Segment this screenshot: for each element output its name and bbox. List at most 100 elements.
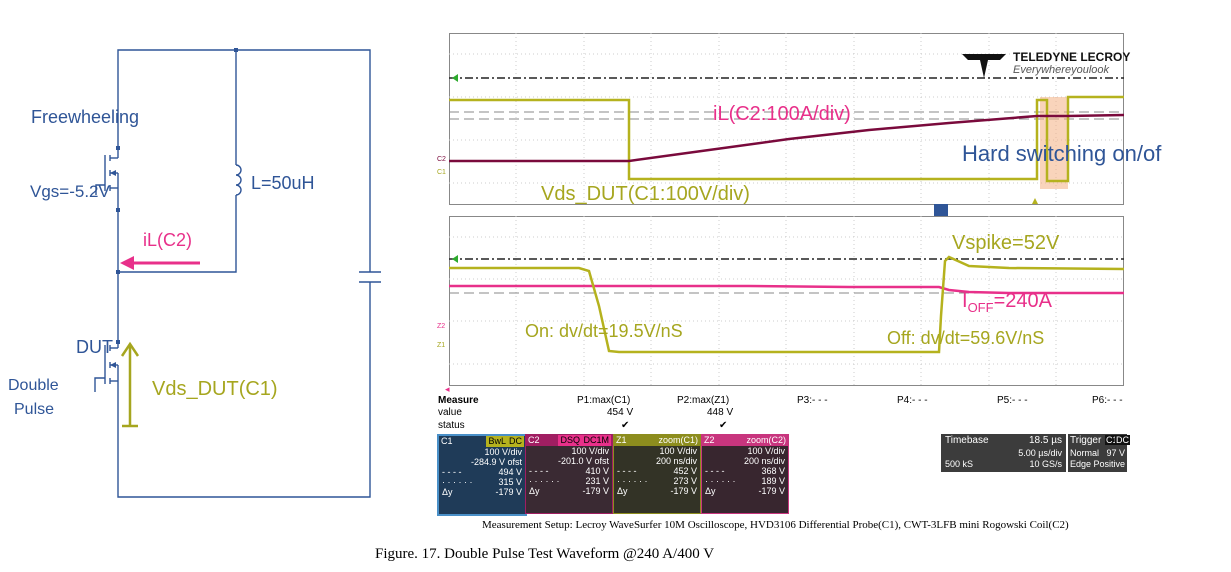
row-label: - - - - (617, 466, 637, 476)
vds-dut-label: Vds_DUT(C1) (152, 378, 278, 400)
measure-col-p5: P5:- - - (997, 395, 1028, 406)
measure-col-p2: P2:max(Z1) (677, 395, 730, 406)
measure-col-p4: P4:- - - (897, 395, 928, 406)
top-trigger-marker-icon (452, 74, 458, 82)
channel-tag: zoom(C2) (746, 435, 786, 445)
channel-tag: DSQ (558, 435, 582, 446)
row-label: - - - - (529, 466, 549, 476)
row-value: 494 V (498, 467, 522, 477)
row-label: Δy (442, 487, 453, 497)
double-pulse-label-line1: Double (8, 377, 59, 394)
hard-switching-annotation: Hard switching on/of (962, 141, 1162, 166)
figure-caption: Figure. 17. Double Pulse Test Waveform @… (375, 546, 715, 562)
row-value: -179 V (582, 486, 609, 496)
channel-box-c2[interactable]: C2 DSQ DC1M 100 V/div -201.0 V ofst - - … (525, 434, 613, 514)
row-value: 273 V (673, 476, 697, 486)
ioff-subscript: OFF (967, 300, 994, 315)
circuit-schematic (94, 48, 381, 498)
dut-arrow-icon (110, 362, 116, 368)
channel-marker-c2: C2 (437, 156, 446, 163)
row-value: 200 ns/div (655, 456, 697, 466)
trigger-type: Edge (1070, 459, 1092, 469)
row-value: -179 V (758, 486, 785, 496)
inductor-coil (235, 164, 242, 196)
z2-trace (449, 284, 1124, 295)
measure-status-label: status (438, 420, 465, 431)
dut-gate (94, 377, 105, 392)
row-value: 100 V/div (484, 447, 522, 457)
junction-dot (116, 146, 120, 150)
row-label: · · · · · · (529, 476, 560, 486)
measure-col-p1: P1:max(C1) (577, 395, 631, 406)
wire-bottom (117, 282, 371, 498)
timebase-panel[interactable]: Timebase 18.5 µs 5.00 µs/div 500 kS 10 G… (941, 434, 1066, 472)
off-slope-annotation: Off: dv/dt=59.6V/nS (887, 328, 1045, 348)
c2-trace-top (449, 113, 1124, 163)
z1-trace (449, 255, 1124, 354)
channel-marker-c1: C1 (437, 169, 446, 176)
junction-dot (234, 48, 238, 52)
channel-box-c1[interactable]: C1 BwL DC 100 V/div -284.9 V ofst - - - … (437, 434, 527, 516)
row-value: 368 V (761, 466, 785, 476)
row-value: 100 V/div (659, 446, 697, 456)
channel-box-z2[interactable]: Z2 zoom(C2) 100 V/div 200 ns/div - - - -… (701, 434, 789, 514)
ioff-annotation: IOFF=240A (962, 290, 1052, 315)
channel-name-z1: Z1 (616, 435, 627, 445)
channel-name-c1: C1 (441, 436, 453, 446)
row-label: · · · · · · (617, 476, 648, 486)
channel-name-z2: Z2 (704, 435, 715, 445)
scope-bottom-grid (449, 216, 1124, 386)
measure-value-label: value (438, 407, 462, 418)
dut-label: DUT (76, 337, 113, 357)
hard-switching-highlight (1040, 97, 1068, 189)
row-value: 189 V (761, 476, 785, 486)
row-label: - - - - (705, 466, 725, 476)
ioff-main: I (962, 290, 968, 312)
row-value: -201.0 V ofst (557, 456, 609, 466)
row-value: -179 V (495, 487, 522, 497)
double-pulse-label-line2: Pulse (14, 401, 55, 418)
trigger-label: Trigger (1070, 435, 1102, 446)
freewheel-gate (95, 184, 105, 195)
junction-dot (116, 208, 120, 212)
bottom-trigger-marker-icon (452, 255, 458, 263)
trigger-level: 97 V (1106, 448, 1125, 458)
measure-status-p2: ✔ (719, 420, 728, 431)
channel-box-z1[interactable]: Z1 zoom(C1) 100 V/div 200 ns/div - - - -… (613, 434, 701, 514)
brand-name: TELEDYNE LECROY (1013, 50, 1131, 64)
row-value: 315 V (498, 477, 522, 487)
timebase-value: 18.5 µs (1028, 435, 1062, 446)
inductor-label: L=50uH (251, 173, 315, 193)
freewheeling-label: Freewheeling (31, 107, 140, 127)
vds-annotation: Vds_DUT(C1:100V/div) (541, 183, 750, 205)
measure-status-p1: ✔ (621, 420, 630, 431)
measure-col-p3: P3:- - - (797, 395, 828, 406)
on-slope-annotation: On: dv/dt=19.5V/nS (525, 321, 683, 341)
trigger-mode: Normal (1070, 448, 1100, 458)
timebase-rate: 10 GS/s (1029, 459, 1062, 469)
measure-col-p6: P6:- - - (1092, 395, 1123, 406)
row-value: 100 V/div (571, 446, 609, 456)
il-annotation: iL(C2:100A/div) (713, 103, 851, 125)
vds-arrowhead-top-icon (120, 341, 140, 357)
row-value: 231 V (585, 476, 609, 486)
channel-name-c2: C2 (528, 435, 540, 445)
channel-marker-z2: Z2 (437, 323, 446, 330)
channel-tag: DC1M (581, 435, 611, 446)
measure-header: Measure (438, 395, 479, 406)
vgs-label: Vgs=-5.2V (30, 182, 110, 201)
ioff-value: =240A (993, 290, 1052, 312)
c1-trace-top (449, 95, 1124, 183)
row-label: Δy (529, 486, 540, 496)
measurement-setup-caption: Measurement Setup: Lecroy WaveSurfer 10M… (482, 519, 1069, 531)
channel-tag: DC (507, 436, 524, 447)
measure-value-p1: 454 V (607, 407, 634, 418)
row-value: -284.9 V ofst (470, 457, 522, 467)
timebase-label: Timebase (945, 435, 989, 446)
channel-tag: zoom(C1) (658, 435, 698, 445)
trigger-tag: C1 (1105, 435, 1119, 445)
brand-tagline: Everywhereyoulook (1013, 64, 1109, 76)
trigger-tag: DC (1115, 435, 1130, 445)
trigger-panel[interactable]: Trigger C1 DC Normal 97 V Edge Positive (1068, 434, 1130, 472)
row-value: 452 V (673, 466, 697, 476)
